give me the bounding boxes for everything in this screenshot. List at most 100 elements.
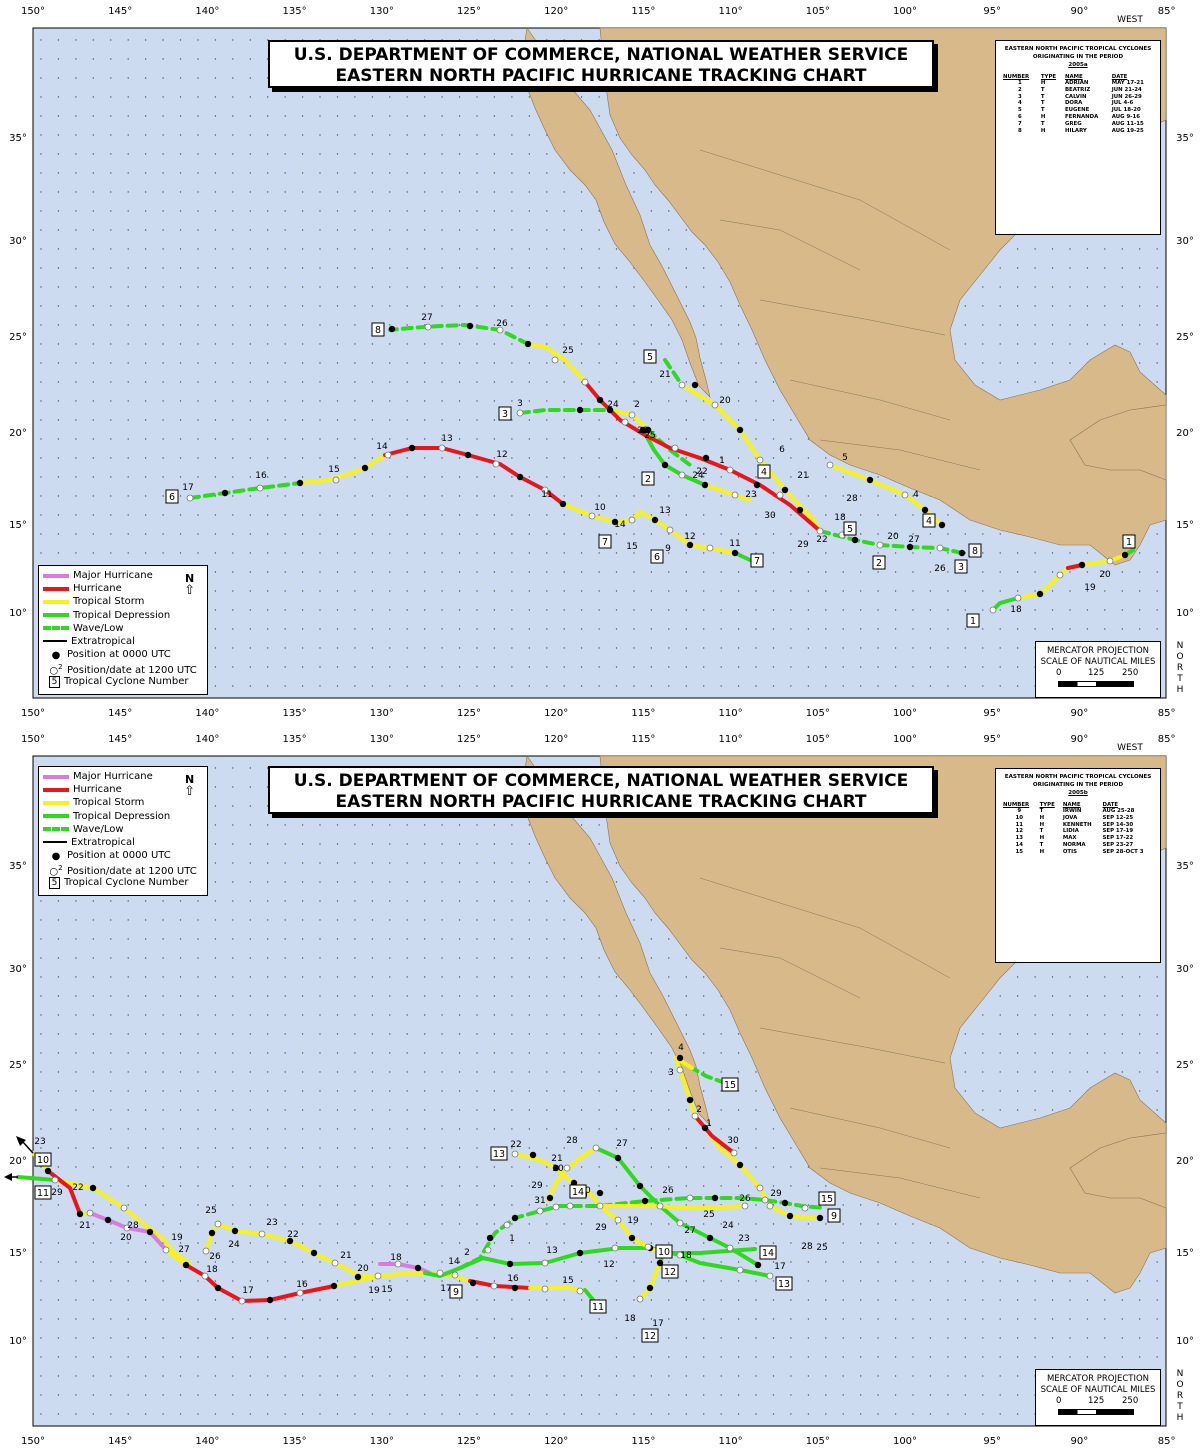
position-1200 — [436, 1269, 444, 1277]
storm-number: 12 — [664, 1267, 676, 1278]
position-0000 — [1121, 551, 1129, 559]
track-segment — [164, 1248, 188, 1267]
storm-number-box — [449, 1284, 463, 1299]
position-0000 — [214, 1284, 222, 1292]
legend-label: Position at 0000 UTC — [67, 850, 171, 862]
position-0000 — [286, 1237, 294, 1245]
position-0000 — [938, 521, 946, 529]
lon-label: 95° — [983, 708, 1001, 719]
position-1200 — [201, 1272, 209, 1280]
storm-number-box — [165, 489, 179, 504]
storm-list-cell: AUG 9-16 — [1111, 113, 1140, 120]
storm-number-box — [589, 1299, 607, 1314]
position-0000 — [506, 1260, 514, 1268]
storm-number-box — [34, 1152, 52, 1167]
date-label: 26 — [496, 319, 508, 329]
storm-number: 5 — [647, 352, 653, 363]
position-0000 — [641, 1197, 649, 1205]
scale-box-bottom: MERCATOR PROJECTION SCALE OF NAUTICAL MI… — [1035, 1369, 1161, 1426]
storm-list-column: TYPE — [1039, 802, 1055, 808]
lat-label: 25° — [9, 332, 27, 343]
position-1200 — [1014, 594, 1022, 602]
position-1200 — [541, 486, 549, 494]
position-1200 — [563, 1164, 571, 1172]
storm-list-bottom: EASTERN NORTH PACIFIC TROPICAL CYCLONES … — [995, 768, 1161, 963]
date-label: 23 — [738, 1234, 749, 1244]
lon-label: 110° — [719, 6, 743, 17]
position-0000 — [266, 1296, 274, 1304]
lat-label: 35° — [9, 133, 27, 144]
date-label: 4 — [913, 490, 919, 500]
title-line1: U.S. DEPARTMENT OF COMMERCE, NATIONAL WE… — [293, 771, 909, 791]
storm-number-box — [569, 1184, 587, 1199]
position-0000 — [524, 340, 532, 348]
position-1200 — [621, 418, 629, 426]
legend-item: Hurricane — [43, 582, 203, 595]
position-0000 — [706, 1234, 714, 1242]
storm-list-period: 2005b — [1068, 790, 1088, 796]
position-0000 — [361, 464, 369, 472]
lon-label: 145° — [108, 734, 132, 745]
storm-list-cell: T — [1040, 86, 1045, 93]
date-label: 13 — [659, 506, 670, 516]
date-label: 22 — [510, 1140, 521, 1150]
position-1200 — [162, 1246, 170, 1254]
position-0000 — [753, 481, 761, 489]
position-1200 — [726, 1244, 734, 1252]
lat-label: 30° — [9, 236, 27, 247]
legend-label: Tropical Cyclone Number — [64, 675, 189, 687]
storm-list-header2: ORIGINATING IN THE PERIOD — [1032, 782, 1124, 788]
lon-label: 130° — [370, 6, 394, 17]
legend-label: Major Hurricane — [73, 771, 153, 782]
storm-list-cell: MAY 17-21 — [1111, 80, 1144, 86]
legend-label: Extratropical — [71, 635, 135, 647]
title-line2: EASTERN NORTH PACIFIC HURRICANE TRACKING… — [335, 66, 867, 86]
storm-number-box — [598, 534, 612, 549]
storm-list-table: NUMBER TYPE NAME DATE 9 T IRWIN AUG 25-28 10 H JO… — [1001, 802, 1155, 856]
storm-list-row: 5 T EUGENE JUL 18-20 — [1001, 107, 1155, 114]
position-0000 — [310, 1249, 318, 1257]
legend-label: Position/date at 1200 UTC — [67, 665, 197, 677]
date-label: 3 — [668, 1068, 674, 1078]
legend-pos0000: ● Position at 0000 UTC — [43, 849, 203, 862]
lon-label: 95° — [983, 6, 1001, 17]
storm-number-box — [650, 549, 664, 564]
lon-label: 95° — [983, 734, 1001, 745]
date-label: 23 — [637, 426, 648, 436]
track-segment — [528, 1286, 587, 1292]
position-1200 — [816, 527, 824, 535]
date-label: 1 — [706, 1119, 712, 1129]
date-label: 21 — [79, 1221, 90, 1231]
lon-label: 120° — [544, 708, 568, 719]
storm-number-box — [1122, 534, 1136, 549]
lat-label: 35° — [1176, 133, 1194, 144]
position-1200 — [636, 1295, 644, 1303]
position-0000 — [596, 396, 604, 404]
position-1200 — [332, 476, 340, 484]
position-0000 — [576, 1249, 584, 1257]
position-0000 — [646, 1284, 654, 1292]
legend-item: Extratropical — [43, 635, 203, 648]
storm-list-cell: 12 — [1015, 828, 1024, 835]
position-1200 — [202, 1247, 210, 1255]
position-1200 — [731, 491, 739, 499]
position-marker-icon: ● — [51, 850, 61, 862]
storm-number: 1 — [970, 616, 976, 627]
date-label: 18 — [206, 1265, 218, 1275]
storm-list-cell: LIDIA — [1062, 828, 1079, 835]
lat-label: 30° — [1176, 964, 1194, 975]
storm-list-row: 9 T IRWIN AUG 25-28 — [1001, 808, 1155, 815]
position-1200 — [691, 1112, 699, 1120]
position-0000 — [529, 1151, 537, 1159]
storm-list-column: NUMBER — [1003, 74, 1030, 80]
track-segment — [598, 1204, 747, 1210]
position-0000 — [736, 1161, 744, 1169]
position-0000 — [676, 1054, 684, 1062]
position-1200 — [766, 1272, 774, 1280]
date-label: 17 — [652, 1319, 663, 1329]
date-label: 21 — [659, 370, 670, 380]
lon-label: 115° — [631, 734, 655, 745]
storm-list-cell: T — [1040, 120, 1045, 127]
date-label: 21 — [797, 471, 808, 481]
date-label: 26 — [662, 1186, 674, 1196]
